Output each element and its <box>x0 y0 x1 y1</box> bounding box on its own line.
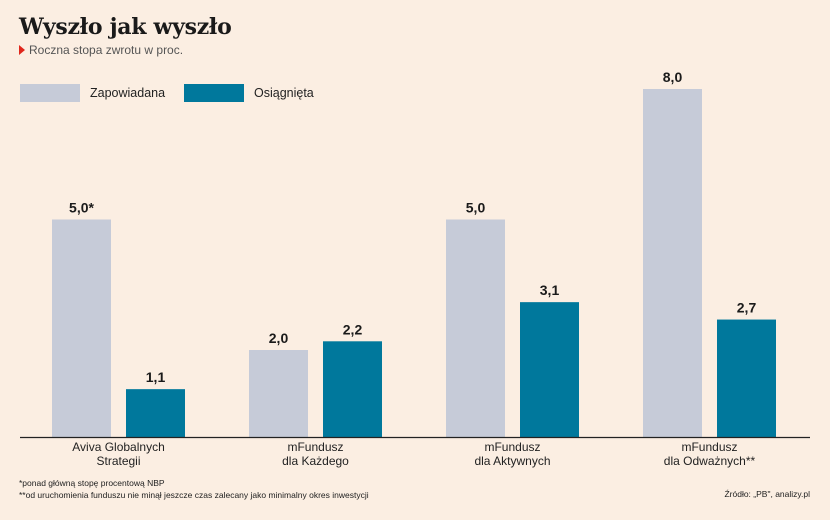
category-label-0-line-0: Aviva Globalnych <box>72 440 165 454</box>
category-label-3-line-1: dla Odważnych** <box>664 454 756 468</box>
data-label-promised-2: 5,0 <box>466 200 486 216</box>
data-label-promised-0: 5,0* <box>69 200 94 216</box>
bar-promised-0 <box>52 219 111 437</box>
legend-swatch-promised <box>20 84 80 102</box>
category-label-1-line-0: mFundusz <box>287 440 343 454</box>
data-label-achieved-3: 2,7 <box>737 300 757 316</box>
data-label-achieved-0: 1,1 <box>146 369 166 385</box>
bar-promised-3 <box>643 89 702 437</box>
source-text: Źródło: „PB", analizy.pl <box>724 489 810 499</box>
data-label-achieved-1: 2,2 <box>343 321 363 337</box>
bar-promised-2 <box>446 219 505 437</box>
data-label-promised-3: 8,0 <box>663 69 683 85</box>
bar-achieved-0 <box>126 389 185 437</box>
chart-subtitle: Roczna stopa zwrotu w proc. <box>19 43 183 57</box>
category-label-2-line-0: mFundusz <box>484 440 540 454</box>
footnote-2: **od uruchomienia funduszu nie minął jes… <box>19 490 369 500</box>
footnote-1: *ponad główną stopę procentową NBP <box>19 478 165 488</box>
category-label-2-line-1: dla Aktywnych <box>474 454 550 468</box>
legend-label-promised: Zapowiadana <box>90 86 166 100</box>
bar-promised-1 <box>249 350 308 437</box>
chart-title: Wyszło jak wyszło <box>19 14 232 40</box>
subtitle-text: Roczna stopa zwrotu w proc. <box>29 43 184 57</box>
data-label-promised-1: 2,0 <box>269 330 289 346</box>
legend-swatch-achieved <box>184 84 244 102</box>
data-label-achieved-2: 3,1 <box>540 282 560 298</box>
category-label-3-line-0: mFundusz <box>681 440 737 454</box>
category-label-1-line-1: dla Każdego <box>282 454 349 468</box>
legend-label-achieved: Osiągnięta <box>254 86 314 100</box>
bar-achieved-3 <box>717 319 776 437</box>
bar-achieved-2 <box>520 302 579 437</box>
legend-item-achieved: Osiągnięta <box>184 84 314 102</box>
red-triangle-icon <box>19 45 25 55</box>
legend-item-promised: Zapowiadana <box>20 84 165 102</box>
category-label-0-line-1: Strategii <box>96 454 140 468</box>
bar-achieved-1 <box>323 341 382 437</box>
